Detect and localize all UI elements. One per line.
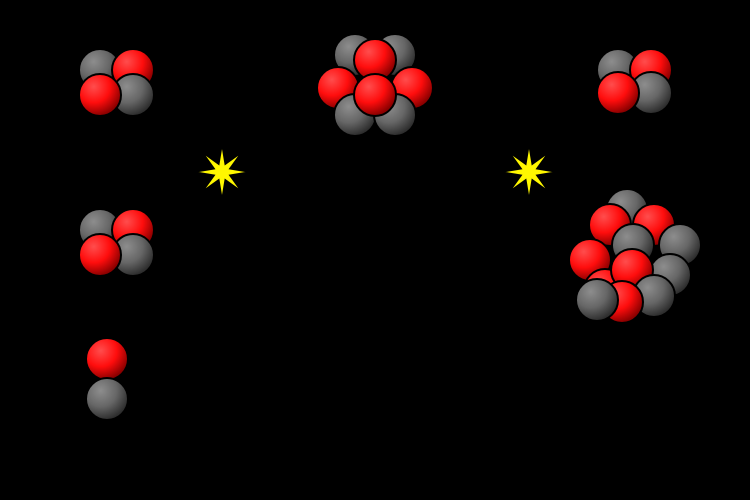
he4-top-left (79, 49, 154, 116)
neutron-sphere (86, 378, 128, 420)
be8-top-center (317, 34, 433, 136)
neutron-sphere (576, 279, 618, 321)
proton-sphere (597, 72, 639, 114)
proton-sphere (79, 74, 121, 116)
proton-sphere (354, 74, 396, 116)
he4-top-right (597, 49, 672, 114)
triple-alpha-diagram (0, 0, 750, 500)
proton-sphere (86, 338, 128, 380)
gamma-spark-icon (196, 146, 248, 198)
proton-sphere (79, 234, 121, 276)
he4-mid-left (79, 209, 154, 276)
gamma-spark-icon (503, 146, 555, 198)
